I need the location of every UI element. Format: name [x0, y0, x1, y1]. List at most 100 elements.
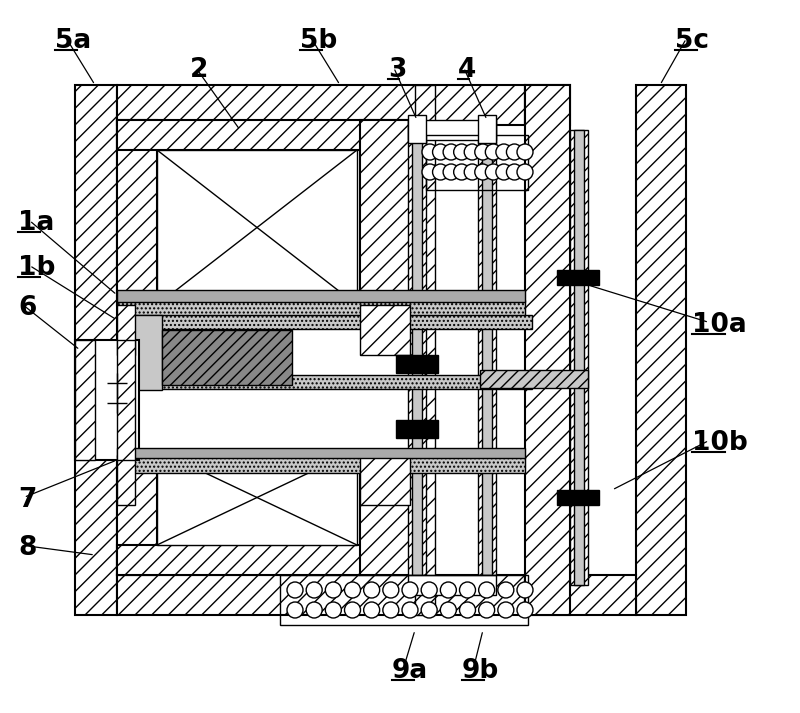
Circle shape: [517, 144, 533, 160]
Circle shape: [422, 144, 438, 160]
Bar: [360, 450, 415, 575]
Text: 10b: 10b: [692, 430, 748, 456]
Text: 1a: 1a: [18, 210, 54, 236]
Circle shape: [517, 164, 533, 180]
Circle shape: [364, 582, 380, 598]
Bar: [525, 575, 636, 615]
Circle shape: [287, 582, 303, 598]
Circle shape: [478, 582, 494, 598]
Bar: [117, 545, 407, 575]
Bar: [117, 340, 135, 460]
Bar: [117, 85, 525, 125]
Circle shape: [498, 602, 514, 618]
Text: 2: 2: [190, 57, 208, 83]
Circle shape: [506, 144, 522, 160]
Bar: [117, 300, 525, 318]
Bar: [117, 375, 532, 389]
Circle shape: [422, 164, 438, 180]
Bar: [360, 305, 410, 355]
Circle shape: [383, 582, 399, 598]
Bar: [162, 330, 292, 385]
Text: 10a: 10a: [692, 312, 746, 338]
Text: 7: 7: [18, 487, 36, 513]
Bar: [557, 270, 599, 285]
Bar: [482, 120, 492, 575]
Bar: [412, 120, 422, 575]
Bar: [408, 120, 426, 575]
Bar: [157, 150, 357, 305]
Bar: [570, 130, 588, 585]
Circle shape: [421, 582, 437, 598]
Bar: [117, 120, 157, 305]
Text: 8: 8: [18, 535, 36, 561]
Circle shape: [402, 582, 418, 598]
Circle shape: [496, 164, 512, 180]
Bar: [478, 120, 496, 575]
Bar: [75, 340, 139, 460]
Bar: [415, 85, 435, 615]
Circle shape: [433, 144, 449, 160]
Circle shape: [486, 144, 502, 160]
Bar: [157, 450, 357, 545]
Bar: [557, 490, 599, 505]
Bar: [117, 305, 135, 355]
Bar: [574, 130, 584, 585]
Bar: [75, 340, 95, 460]
Circle shape: [454, 164, 470, 180]
Circle shape: [421, 602, 437, 618]
Text: 4: 4: [458, 57, 476, 83]
Bar: [117, 290, 525, 302]
Text: 5a: 5a: [55, 28, 91, 54]
Bar: [480, 370, 588, 388]
Bar: [408, 120, 496, 140]
Text: 3: 3: [388, 57, 406, 83]
Text: 1b: 1b: [18, 255, 55, 281]
Text: 5b: 5b: [300, 28, 338, 54]
Circle shape: [464, 144, 480, 160]
Circle shape: [345, 602, 361, 618]
Circle shape: [364, 602, 380, 618]
Circle shape: [287, 602, 303, 618]
Circle shape: [306, 582, 322, 598]
Circle shape: [326, 602, 342, 618]
Text: 6: 6: [18, 295, 36, 321]
Bar: [117, 315, 162, 390]
Bar: [117, 575, 525, 615]
Bar: [408, 575, 496, 595]
Bar: [408, 115, 426, 143]
Bar: [360, 455, 410, 505]
Bar: [117, 455, 525, 473]
Text: 9a: 9a: [392, 658, 428, 684]
Bar: [525, 85, 570, 615]
Circle shape: [517, 602, 533, 618]
Circle shape: [306, 602, 322, 618]
Circle shape: [454, 144, 470, 160]
Bar: [117, 315, 532, 329]
Circle shape: [517, 582, 533, 598]
Bar: [396, 420, 438, 438]
Text: 5c: 5c: [675, 28, 709, 54]
Circle shape: [459, 602, 475, 618]
Circle shape: [345, 582, 361, 598]
Circle shape: [440, 602, 456, 618]
Circle shape: [464, 164, 480, 180]
Circle shape: [496, 144, 512, 160]
Bar: [360, 120, 415, 305]
Circle shape: [383, 602, 399, 618]
Bar: [525, 85, 570, 125]
Bar: [478, 115, 496, 143]
Circle shape: [474, 164, 490, 180]
Circle shape: [459, 582, 475, 598]
Bar: [636, 85, 686, 615]
Circle shape: [486, 164, 502, 180]
Bar: [117, 448, 525, 458]
Circle shape: [474, 144, 490, 160]
Bar: [75, 85, 117, 615]
Bar: [280, 575, 528, 625]
Circle shape: [478, 602, 494, 618]
Circle shape: [443, 144, 459, 160]
Circle shape: [326, 582, 342, 598]
Circle shape: [506, 164, 522, 180]
Bar: [117, 120, 407, 150]
Circle shape: [402, 602, 418, 618]
